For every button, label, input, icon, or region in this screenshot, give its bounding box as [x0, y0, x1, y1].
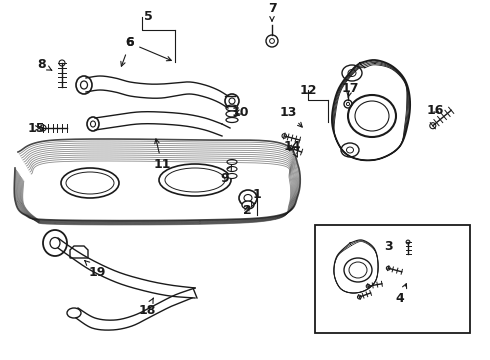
Text: 7: 7 — [268, 1, 276, 21]
Text: 13: 13 — [279, 105, 302, 127]
Ellipse shape — [386, 266, 390, 270]
Text: 10: 10 — [231, 105, 249, 118]
Ellipse shape — [349, 262, 367, 278]
Text: 3: 3 — [384, 240, 392, 253]
Text: 12: 12 — [299, 84, 317, 96]
Ellipse shape — [342, 65, 362, 81]
Polygon shape — [70, 246, 88, 258]
Ellipse shape — [225, 94, 239, 108]
Text: 19: 19 — [85, 261, 106, 279]
Ellipse shape — [227, 174, 237, 179]
Text: 1: 1 — [251, 189, 261, 207]
Ellipse shape — [226, 111, 238, 117]
Ellipse shape — [355, 101, 389, 131]
Text: 4: 4 — [395, 284, 407, 305]
Ellipse shape — [226, 105, 238, 111]
Text: 5: 5 — [144, 10, 152, 23]
Ellipse shape — [282, 134, 287, 138]
Text: 18: 18 — [138, 298, 156, 316]
Text: 17: 17 — [341, 81, 359, 98]
Bar — [315, 225, 470, 333]
Ellipse shape — [226, 117, 238, 122]
Ellipse shape — [358, 295, 361, 299]
Ellipse shape — [406, 240, 410, 244]
Ellipse shape — [242, 201, 254, 209]
Ellipse shape — [87, 117, 99, 131]
Ellipse shape — [341, 143, 359, 157]
Ellipse shape — [159, 164, 231, 196]
Ellipse shape — [348, 95, 396, 137]
Text: 15: 15 — [27, 122, 45, 135]
Ellipse shape — [227, 166, 237, 171]
Ellipse shape — [366, 284, 370, 288]
Text: 6: 6 — [126, 36, 172, 61]
Ellipse shape — [344, 258, 372, 282]
Ellipse shape — [40, 125, 46, 131]
Ellipse shape — [288, 146, 293, 150]
Text: 6: 6 — [121, 36, 134, 66]
Ellipse shape — [76, 76, 92, 94]
Ellipse shape — [61, 168, 119, 198]
Ellipse shape — [43, 230, 67, 256]
Ellipse shape — [239, 190, 257, 206]
Text: 8: 8 — [38, 58, 52, 72]
Text: 11: 11 — [153, 139, 171, 171]
Text: 14: 14 — [283, 140, 301, 157]
Ellipse shape — [59, 60, 65, 66]
Text: 2: 2 — [243, 203, 251, 216]
Ellipse shape — [227, 159, 237, 165]
Text: 9: 9 — [220, 166, 231, 184]
Ellipse shape — [67, 308, 81, 318]
Text: 16: 16 — [426, 104, 443, 117]
Ellipse shape — [430, 123, 436, 129]
